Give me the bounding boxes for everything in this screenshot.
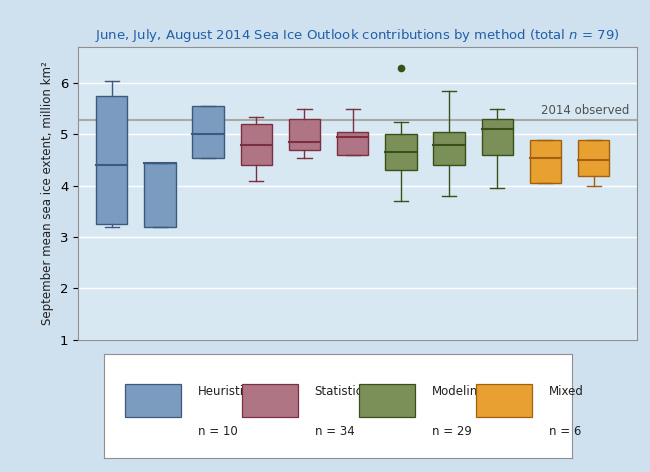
Bar (240, 124, 272, 165)
Bar (289, 119, 320, 150)
Text: n = 29: n = 29 (432, 425, 471, 438)
Bar (530, 140, 561, 183)
Bar (476, 384, 532, 417)
Bar (434, 132, 465, 165)
Bar (385, 135, 417, 170)
Text: n = 34: n = 34 (315, 425, 354, 438)
Text: n = 10: n = 10 (198, 425, 237, 438)
Text: Modeling: Modeling (432, 385, 486, 398)
Text: 2014 observed: 2014 observed (541, 104, 630, 117)
Text: n = 6: n = 6 (549, 425, 581, 438)
Bar (192, 106, 224, 158)
Bar (242, 384, 298, 417)
Bar (96, 96, 127, 224)
Text: Statistical: Statistical (315, 385, 373, 398)
Bar (578, 140, 609, 176)
Y-axis label: September mean sea ice extent, million km²: September mean sea ice extent, million k… (41, 62, 54, 325)
Bar (337, 132, 369, 155)
Bar (125, 384, 181, 417)
Bar (144, 163, 176, 227)
Bar (482, 119, 513, 155)
Text: Heuristic: Heuristic (198, 385, 250, 398)
Bar (359, 384, 415, 417)
Title: June, July, August 2014 Sea Ice Outlook contributions by method (total $\mathit{: June, July, August 2014 Sea Ice Outlook … (95, 27, 620, 44)
Text: Mixed: Mixed (549, 385, 584, 398)
